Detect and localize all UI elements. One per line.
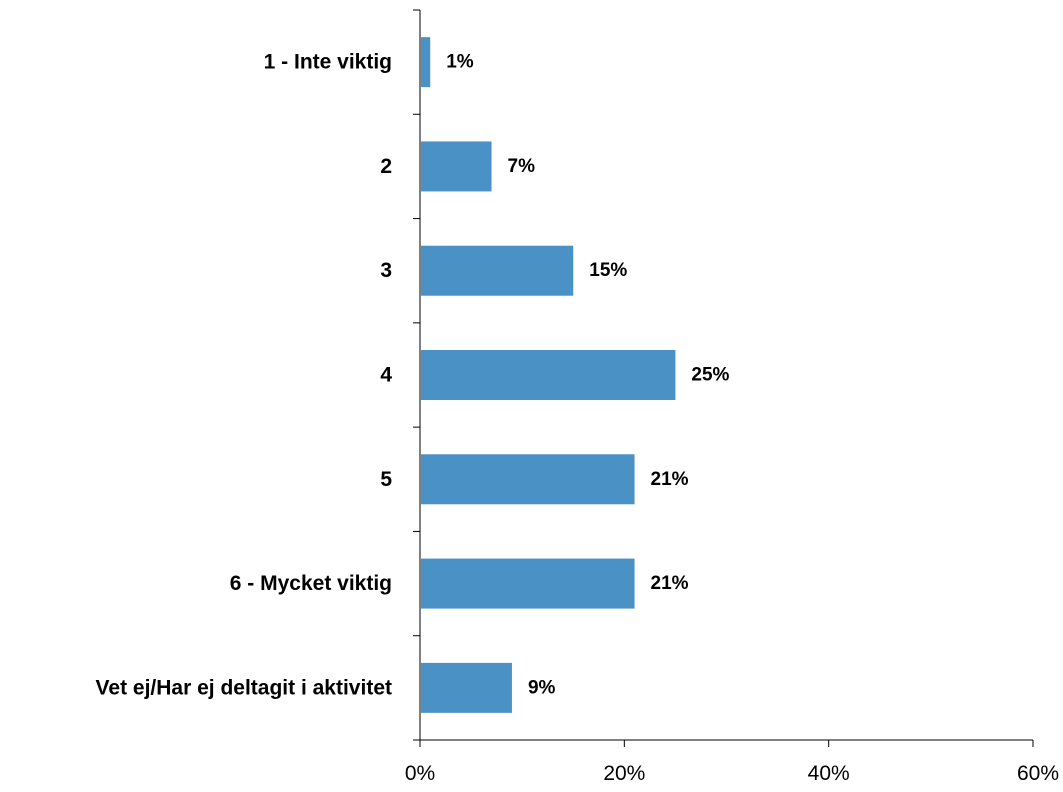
axes xyxy=(413,9,1034,747)
value-label: 1% xyxy=(446,52,474,73)
bar-4 xyxy=(421,350,676,400)
category-label: 4 xyxy=(380,364,392,387)
category-label: 1 - Inte viktig xyxy=(264,51,392,74)
x-tick-label: 0% xyxy=(405,762,435,785)
bar-6 xyxy=(421,558,635,609)
value-label: 25% xyxy=(691,365,729,386)
value-label: 7% xyxy=(508,156,536,177)
category-label: 5 xyxy=(380,468,392,491)
category-label: 6 - Mycket viktig xyxy=(230,572,392,595)
labels-layer: 1 - Inte viktig 1% 2 7% 3 15% 4 25% 5 21% 6 - Myck… xyxy=(96,51,1059,785)
bar-2 xyxy=(421,141,492,192)
value-label: 21% xyxy=(651,573,689,594)
x-tick-label: 20% xyxy=(603,762,645,785)
bar-7 xyxy=(421,662,512,713)
bar-3 xyxy=(421,245,574,296)
bars-layer xyxy=(421,37,676,713)
value-label: 9% xyxy=(528,677,556,698)
category-label: Vet ej/Har ej deltagit i aktivitet xyxy=(96,676,392,699)
x-tick-label: 40% xyxy=(808,762,850,785)
bar-5 xyxy=(421,454,635,505)
value-label: 15% xyxy=(589,260,627,281)
bar-1 xyxy=(421,37,431,88)
category-label: 3 xyxy=(380,259,392,282)
value-label: 21% xyxy=(651,469,689,490)
x-tick-label: 60% xyxy=(1017,762,1059,785)
category-label: 2 xyxy=(380,155,392,178)
